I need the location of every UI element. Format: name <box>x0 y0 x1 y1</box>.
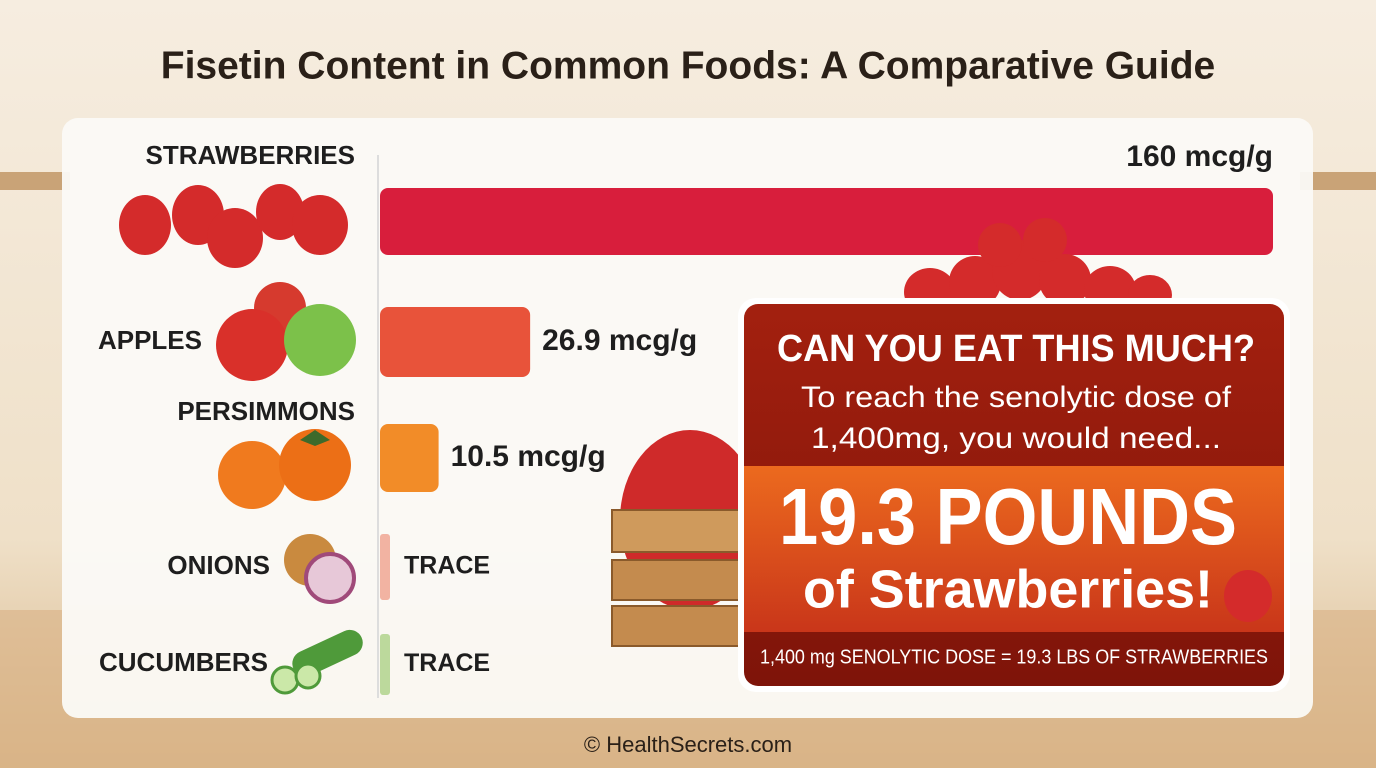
strawberry-icons <box>119 184 348 268</box>
shelf <box>0 172 70 190</box>
category-label: STRAWBERRIES <box>146 140 355 170</box>
callout-line: 1,400mg, you would need... <box>811 422 1221 455</box>
shelf <box>1300 172 1376 190</box>
callout-sub: of Strawberries! <box>803 559 1213 619</box>
persimmon-icons <box>218 429 351 509</box>
category-label: PERSIMMONS <box>177 396 355 426</box>
credit: © HealthSecrets.com <box>584 732 792 757</box>
category-label: ONIONS <box>167 550 270 580</box>
bar <box>380 188 1273 255</box>
category-label: CUCUMBERS <box>99 647 268 677</box>
cucumber-icons <box>270 629 363 695</box>
chart-title: Fisetin Content in Common Foods: A Compa… <box>161 44 1215 87</box>
value-label: TRACE <box>404 552 490 580</box>
bar <box>380 307 531 377</box>
bar <box>380 424 439 492</box>
value-label: 10.5 mcg/g <box>451 440 606 473</box>
apple-icons <box>216 282 356 381</box>
callout-line: To reach the senolytic dose of <box>801 381 1232 414</box>
crate <box>611 430 760 647</box>
value-label: 160 mcg/g <box>1126 140 1273 173</box>
value-label: TRACE <box>404 649 490 677</box>
callout-heading: CAN YOU EAT THIS MUCH? <box>777 328 1255 370</box>
category-label: APPLES <box>98 325 202 355</box>
callout <box>738 298 1290 692</box>
trace-sliver <box>380 534 390 600</box>
callout-footer: 1,400 mg SENOLYTIC DOSE = 19.3 LBS OF ST… <box>760 646 1268 668</box>
value-label: 26.9 mcg/g <box>542 324 697 357</box>
onion-icons <box>284 534 356 604</box>
trace-sliver <box>380 634 390 695</box>
callout-big: 19.3 POUNDS <box>779 472 1237 561</box>
